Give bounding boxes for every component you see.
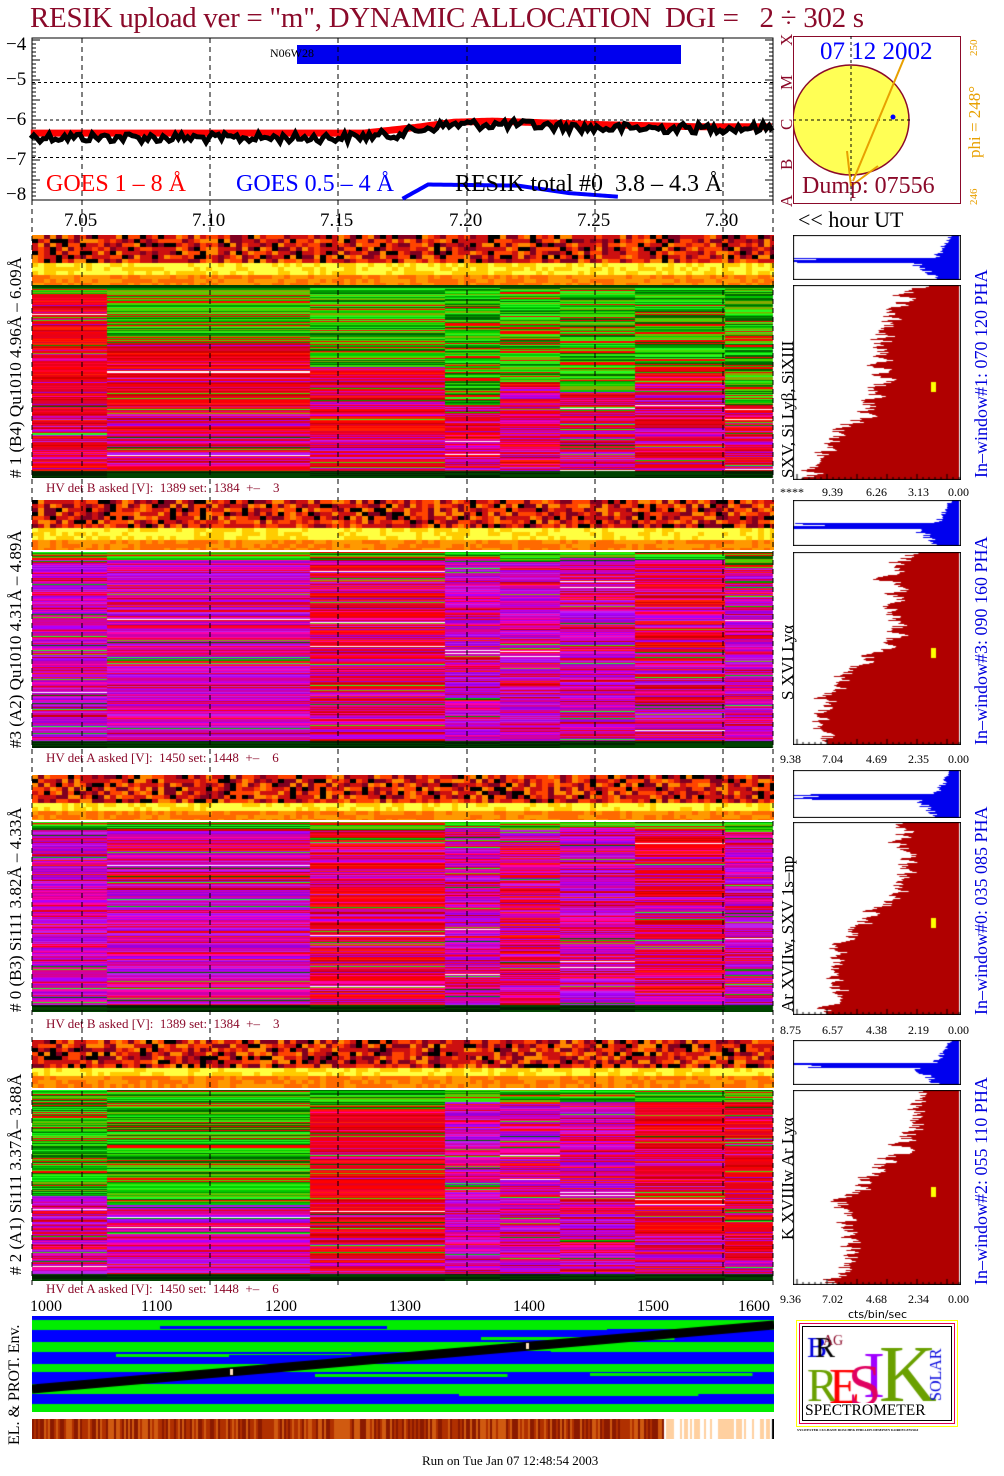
hv-status: HV det A asked [V]: 1450 set: 1448 +– 6 [46,750,279,765]
xtick: 7.30 [705,210,739,231]
spectrogram [32,552,774,748]
hist-axis-tick: 9.39 [822,485,843,499]
hv-status: HV det A asked [V]: 1450 set: 1448 +– 6 [46,1281,279,1296]
detector-label: #3 (A2) Qu1010 4.31Å – 4.89Å [6,530,25,748]
legend-goes-short: GOES 0.5 – 4 Å [236,171,395,197]
hist-axis-tick: 2.35 [908,752,929,766]
hist-axis-tick: 4.69 [866,752,887,766]
hist-axis-tick: 0.00 [948,1023,969,1037]
pha-window-label: In–window#3: 090 160 PHA [971,536,991,745]
ytick: −8 [6,184,27,205]
page-title: RESIK upload ver = "m", DYNAMIC ALLOCATI… [30,2,864,34]
hist-axis-tick: 6.57 [822,1023,843,1037]
pha-histogram [793,500,961,546]
env-xtick: 1400 [513,1298,545,1315]
xtick: 7.05 [64,210,98,231]
detector-label: # 1 (B4) Qu1010 4.96Å – 6.09Å [6,257,25,478]
pha-window-label: In–window#1: 070 120 PHA [971,269,991,478]
spectrogram [32,1090,774,1281]
spectrogram [32,285,774,478]
spectrum-heatmap [32,1040,774,1088]
plot-frame [31,37,774,201]
hist-unit: cts/bin/sec [848,1308,908,1321]
hist-axis-tick: 9.36 [780,1292,801,1306]
hist-axis-tick: 9.38 [780,752,801,766]
env-xtick: 1500 [637,1298,669,1315]
pha-histogram [793,235,961,280]
detector-label: # 2 (A1) Si111 3.37Å– 3.88Å [6,1073,25,1275]
hist-axis-tick: 8.75 [780,1023,801,1037]
logo-artwork [803,1327,951,1403]
environment-colorbar [32,1419,774,1439]
hist-axis-tick: 4.68 [866,1292,887,1306]
env-label: EL. & PROT. Env. [6,1324,23,1445]
spectrum-heatmap [32,775,774,820]
spectrum-profile [793,1090,961,1285]
spectrogram [32,822,774,1012]
resik-logo: SPECTROMETER [796,1320,958,1427]
hist-axis-tick: 7.04 [822,752,843,766]
hv-status: HV det B asked [V]: 1389 set: 1384 +– 3 [46,480,280,495]
xtick: 7.20 [449,210,483,231]
hist-axis-tick: 0.00 [948,485,969,499]
env-xtick: 1600 [738,1298,770,1315]
phi-label: phi = 248° [965,85,984,158]
flare-position [890,114,896,120]
pha-histogram [793,770,961,818]
ytick: −4 [6,34,27,55]
env-xtick: 1200 [265,1298,297,1315]
phi-bottom: 246 [968,188,980,206]
sun-date: 07 12 2002 [820,38,933,65]
x-unit-label: << hour UT [798,207,904,232]
series-goes-short [401,182,619,201]
env-xtick: 1000 [30,1298,62,1315]
pha-histogram [793,1040,961,1085]
env-xtick: 1300 [389,1298,421,1315]
hist-axis-tick: 6.26 [866,485,887,499]
legend-resik: RESIK total #0 3.8 – 4.3 Å [455,171,723,197]
hist-axis-tick: 4.38 [866,1023,887,1037]
pha-window-label: In–window#0: 035 085 PHA [971,806,991,1015]
hist-axis-tick: 0.00 [948,1292,969,1306]
spectrum-profile [793,285,961,480]
hist-axis-tick: **** [780,485,804,499]
environment-plot [32,1316,774,1412]
hist-axis-tick: 7.02 [822,1292,843,1306]
hist-axis-tick: 3.13 [908,485,929,499]
xtick: 7.10 [192,210,226,231]
lightcurve-plot [28,37,775,201]
region-label: N06W28 [270,46,314,60]
legend-goes-long: GOES 1 – 8 Å [46,171,187,197]
phi-top: 250 [968,39,980,57]
hist-axis-tick: 0.00 [948,752,969,766]
run-timestamp: Run on Tue Jan 07 12:48:54 2003 [422,1453,599,1468]
logo-credits: SYLWESTER CULHANE DOSCHEK PHILLIPS DEMPS… [797,1428,919,1432]
spectrum-heatmap [32,500,774,550]
xtick: 7.25 [577,210,611,231]
spectrum-profile [793,552,961,745]
ytick: −7 [6,149,27,170]
phi-needle [852,55,906,182]
spectrum-profile [793,822,961,1015]
series-resik [28,115,775,149]
hist-axis-tick: 2.34 [908,1292,929,1306]
active-region-bar [297,45,681,64]
spectrum-heatmap [32,235,774,285]
hist-axis-tick: 2.19 [908,1023,929,1037]
logo-spectrometer: SPECTROMETER [805,1402,926,1419]
pha-window-label: In–window#2: 055 110 PHA [971,1077,991,1285]
ytick: −5 [6,69,27,90]
dump-number: Dump: 07556 [802,173,935,199]
detector-label: # 0 (B3) Si111 3.82Å – 4.33Å [6,807,25,1012]
hv-status: HV det B asked [V]: 1389 set: 1384 +– 3 [46,1016,280,1031]
xtick: 7.15 [320,210,354,231]
sun-disk-plot [793,36,961,204]
ytick: −6 [6,109,27,130]
env-xtick: 1100 [141,1298,173,1315]
